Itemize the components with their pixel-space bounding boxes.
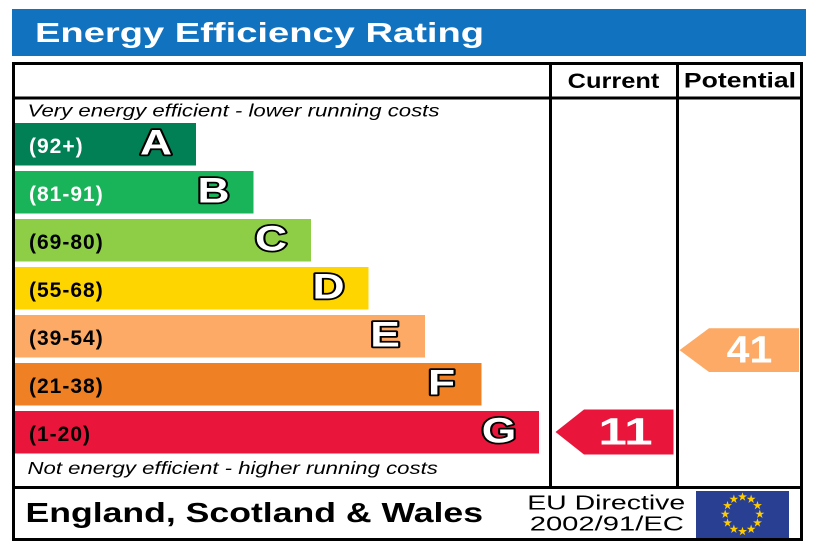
svg-text:Energy Efficiency Rating: Energy Efficiency Rating	[35, 18, 484, 49]
svg-text:(21-38): (21-38)	[29, 375, 104, 398]
svg-text:G: G	[482, 411, 517, 451]
svg-text:C: C	[255, 219, 287, 259]
svg-text:F: F	[428, 363, 455, 403]
svg-text:(39-54): (39-54)	[29, 327, 104, 350]
svg-text:D: D	[312, 267, 344, 307]
svg-text:11: 11	[598, 410, 652, 453]
svg-text:(81-91): (81-91)	[29, 183, 104, 206]
svg-text:(69-80): (69-80)	[29, 231, 104, 254]
svg-text:Very energy efficient - lower: Very energy efficient - lower running co…	[28, 102, 440, 121]
svg-text:Current: Current	[568, 69, 660, 92]
svg-text:(92+): (92+)	[29, 135, 84, 158]
svg-text:(55-68): (55-68)	[29, 279, 104, 302]
svg-text:England, Scotland & Wales: England, Scotland & Wales	[26, 497, 484, 528]
svg-text:Not energy efficient - higher: Not energy efficient - higher running co…	[28, 459, 438, 478]
svg-text:41: 41	[727, 329, 773, 371]
svg-text:A: A	[140, 123, 172, 163]
svg-text:EU Directive: EU Directive	[527, 492, 685, 514]
svg-text:Potential: Potential	[684, 69, 796, 93]
svg-text:E: E	[370, 315, 400, 355]
svg-text:(1-20): (1-20)	[29, 423, 91, 446]
svg-text:B: B	[197, 171, 229, 211]
svg-text:2002/91/EC: 2002/91/EC	[530, 513, 684, 535]
